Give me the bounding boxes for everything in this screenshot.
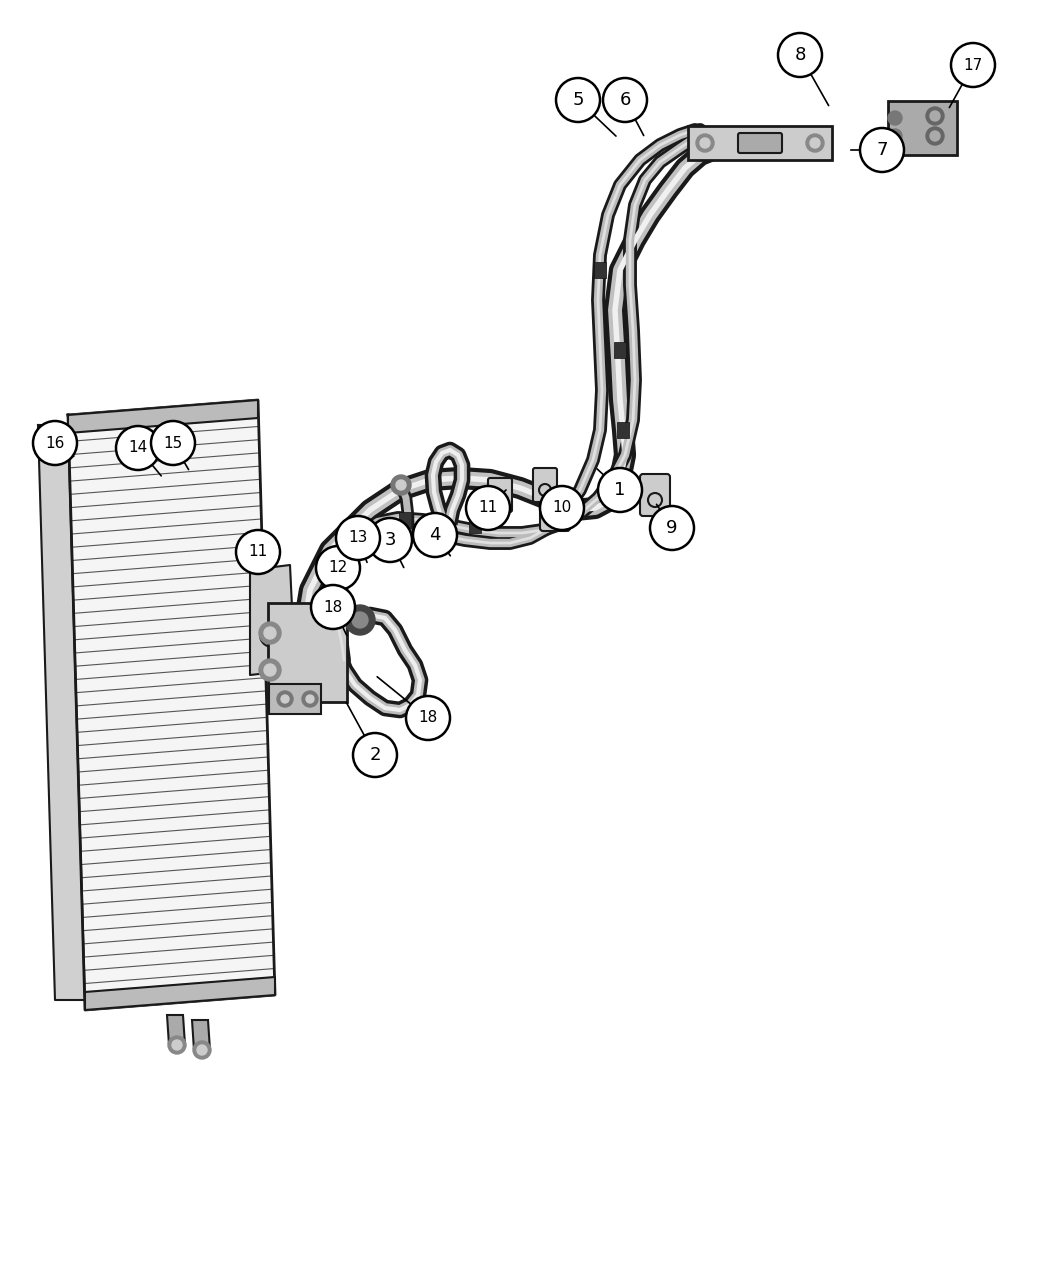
Polygon shape <box>617 422 629 439</box>
Text: 10: 10 <box>552 501 571 515</box>
Circle shape <box>311 585 355 629</box>
Circle shape <box>168 1037 186 1054</box>
Circle shape <box>264 664 276 676</box>
Circle shape <box>151 421 195 465</box>
Text: 5: 5 <box>572 91 584 108</box>
Circle shape <box>951 43 995 87</box>
FancyBboxPatch shape <box>533 468 556 502</box>
Circle shape <box>930 111 940 121</box>
Text: 17: 17 <box>964 57 983 73</box>
Polygon shape <box>38 425 85 1000</box>
Circle shape <box>236 530 280 574</box>
Text: 1: 1 <box>614 481 626 499</box>
FancyBboxPatch shape <box>540 490 570 530</box>
Circle shape <box>603 78 647 122</box>
Circle shape <box>259 622 281 644</box>
Circle shape <box>277 691 293 708</box>
Polygon shape <box>594 261 606 278</box>
Circle shape <box>696 134 714 152</box>
Text: 8: 8 <box>794 46 805 64</box>
Circle shape <box>172 1040 182 1051</box>
Circle shape <box>302 691 318 708</box>
Polygon shape <box>85 977 275 1010</box>
Circle shape <box>33 421 77 465</box>
Circle shape <box>926 128 944 145</box>
FancyBboxPatch shape <box>269 683 321 714</box>
Circle shape <box>413 513 457 557</box>
Text: 13: 13 <box>349 530 368 546</box>
Circle shape <box>466 486 510 530</box>
Text: 9: 9 <box>667 519 677 537</box>
Circle shape <box>888 111 902 125</box>
Polygon shape <box>559 497 571 513</box>
Circle shape <box>650 506 694 550</box>
Polygon shape <box>167 1015 185 1046</box>
FancyBboxPatch shape <box>488 478 512 513</box>
Polygon shape <box>399 513 411 528</box>
Text: 6: 6 <box>620 91 631 108</box>
Polygon shape <box>614 342 626 358</box>
Text: 4: 4 <box>429 527 441 544</box>
Text: 18: 18 <box>418 710 438 725</box>
Circle shape <box>306 695 314 703</box>
Circle shape <box>353 733 397 776</box>
Text: 12: 12 <box>329 561 348 575</box>
Polygon shape <box>68 400 258 434</box>
Text: 2: 2 <box>370 746 381 764</box>
Polygon shape <box>192 1020 210 1051</box>
Text: 11: 11 <box>479 501 498 515</box>
Circle shape <box>352 612 367 629</box>
Circle shape <box>598 468 642 513</box>
FancyBboxPatch shape <box>268 603 346 703</box>
Text: 15: 15 <box>164 436 183 450</box>
Circle shape <box>316 546 360 590</box>
Circle shape <box>281 695 289 703</box>
Text: 3: 3 <box>384 530 396 550</box>
FancyBboxPatch shape <box>738 133 782 153</box>
Circle shape <box>368 518 412 562</box>
Text: 14: 14 <box>128 440 148 455</box>
Circle shape <box>259 659 281 681</box>
Polygon shape <box>250 565 295 674</box>
Text: 7: 7 <box>877 142 887 159</box>
Circle shape <box>193 1040 211 1060</box>
Circle shape <box>806 134 824 152</box>
Text: 18: 18 <box>323 599 342 615</box>
Text: 16: 16 <box>45 436 65 450</box>
FancyBboxPatch shape <box>688 126 832 159</box>
Polygon shape <box>469 516 481 533</box>
Circle shape <box>391 476 411 495</box>
Circle shape <box>264 627 276 639</box>
Circle shape <box>116 426 160 470</box>
Circle shape <box>778 33 822 76</box>
Circle shape <box>860 128 904 172</box>
Circle shape <box>556 78 600 122</box>
Circle shape <box>336 516 380 560</box>
Circle shape <box>345 606 375 635</box>
Circle shape <box>810 138 820 148</box>
Circle shape <box>197 1046 207 1054</box>
Circle shape <box>888 129 902 143</box>
Circle shape <box>396 479 406 490</box>
Circle shape <box>540 486 584 530</box>
Circle shape <box>930 131 940 142</box>
Polygon shape <box>68 400 275 1010</box>
FancyBboxPatch shape <box>640 474 670 516</box>
Circle shape <box>406 696 450 740</box>
FancyBboxPatch shape <box>888 101 957 156</box>
Circle shape <box>926 107 944 125</box>
Text: 11: 11 <box>249 544 268 560</box>
Circle shape <box>700 138 710 148</box>
